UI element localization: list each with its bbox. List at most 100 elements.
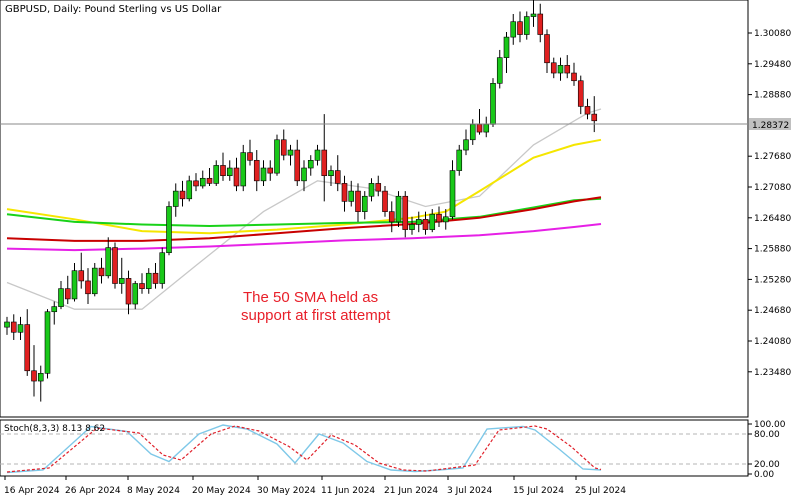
price-tick-label: 1.24680 [754, 306, 791, 316]
candle [91, 262, 98, 297]
oscillator-tick-label: 20.00 [754, 460, 780, 470]
candle [10, 314, 17, 340]
candle-body [125, 278, 132, 305]
candle-body [105, 247, 112, 277]
candle-body [368, 183, 375, 197]
candle [152, 262, 159, 289]
candle-body [402, 195, 409, 230]
candle-body [395, 195, 402, 223]
candle-body [355, 190, 361, 212]
candle-body [422, 219, 429, 230]
candle-body [4, 321, 10, 328]
candle [436, 206, 442, 228]
candle [206, 168, 213, 186]
candle [355, 183, 361, 222]
oscillator-axis: 100.0080.00 20.000.00 [748, 420, 786, 480]
candle-body [24, 324, 31, 372]
price-tick-label: 1.27680 [754, 152, 791, 162]
candle [4, 316, 10, 335]
date-axis: 16 Apr 2024 26 Apr 2024 8 May 2024 20 May 2… [4, 476, 626, 496]
candle-body [517, 21, 523, 35]
candle-body [159, 252, 166, 284]
candle-body [523, 16, 530, 35]
candle [415, 211, 422, 233]
date-tick-label: 21 Jun 2024 [384, 486, 438, 496]
candle [409, 216, 415, 235]
candle-body [314, 149, 321, 161]
candle-body [375, 183, 382, 192]
candle [139, 273, 145, 294]
annotation-line-1: The 50 SMA held as [243, 289, 378, 306]
candle [240, 144, 247, 192]
candle [530, 0, 537, 27]
candle-body [503, 36, 510, 58]
candle-body [240, 152, 247, 187]
candle-body [186, 180, 193, 200]
candle-body [341, 183, 348, 202]
candle-body [415, 219, 422, 225]
candle-body [58, 288, 64, 307]
candle-body [98, 267, 105, 277]
candle-body [132, 283, 139, 305]
candle-body [442, 216, 449, 223]
candle-body [233, 167, 240, 187]
date-tick-label: 16 Apr 2024 [4, 486, 60, 496]
candle [132, 280, 139, 310]
stochastic-label: Stoch(8,3,3) 8.13 8.62 [4, 424, 105, 434]
candle-body [37, 373, 44, 382]
candle [341, 175, 348, 212]
candle-body [85, 280, 91, 295]
date-tick-label: 15 Jul 2024 [513, 486, 564, 496]
candle-body [307, 160, 314, 169]
candle [503, 31, 510, 74]
candle [550, 57, 557, 79]
candle-body [118, 278, 125, 284]
candle-body [429, 213, 436, 230]
price-tick-label: 1.25880 [754, 245, 791, 255]
candle [321, 114, 328, 202]
candle-body [267, 167, 274, 174]
candle-body [139, 283, 145, 289]
date-tick-label: 11 Jun 2024 [321, 486, 375, 496]
candle-body [152, 272, 159, 284]
ma-line-1 [6, 138, 602, 235]
candle [496, 49, 503, 89]
candle [213, 160, 220, 186]
candle-body [260, 167, 267, 182]
candle-body [247, 152, 253, 161]
candle [537, 3, 544, 43]
current-price-label: 1.28372 [752, 121, 789, 131]
candle-body [145, 272, 152, 289]
stochastic-oscillator [0, 424, 748, 474]
candle [368, 178, 375, 202]
candle-body [544, 34, 550, 64]
date-tick-label: 20 May 2024 [192, 486, 251, 496]
candle-body [564, 65, 571, 74]
main-chart-frame [0, 0, 749, 418]
price-tick-label: 1.30080 [754, 29, 791, 39]
candle-body [348, 190, 355, 202]
candle [517, 11, 523, 43]
candle-body [274, 139, 280, 174]
candle [233, 157, 240, 192]
candle-body [31, 370, 37, 382]
candle [456, 144, 463, 176]
candle [179, 180, 186, 207]
candle [402, 191, 409, 238]
candle [51, 301, 58, 325]
candle-body [483, 124, 490, 133]
candle [314, 144, 321, 166]
candle [172, 183, 179, 217]
candle-body [577, 80, 584, 107]
current-price-tag [749, 118, 791, 130]
candle [348, 180, 355, 207]
price-tick-label: 1.26480 [754, 214, 791, 224]
candle-body [328, 170, 334, 177]
candle [328, 165, 334, 186]
date-tick-label: 25 Jul 2024 [575, 486, 626, 496]
candle-body [179, 190, 186, 200]
candle [85, 268, 91, 305]
candle [145, 268, 152, 294]
candle-body [10, 321, 17, 333]
candle [44, 309, 51, 379]
